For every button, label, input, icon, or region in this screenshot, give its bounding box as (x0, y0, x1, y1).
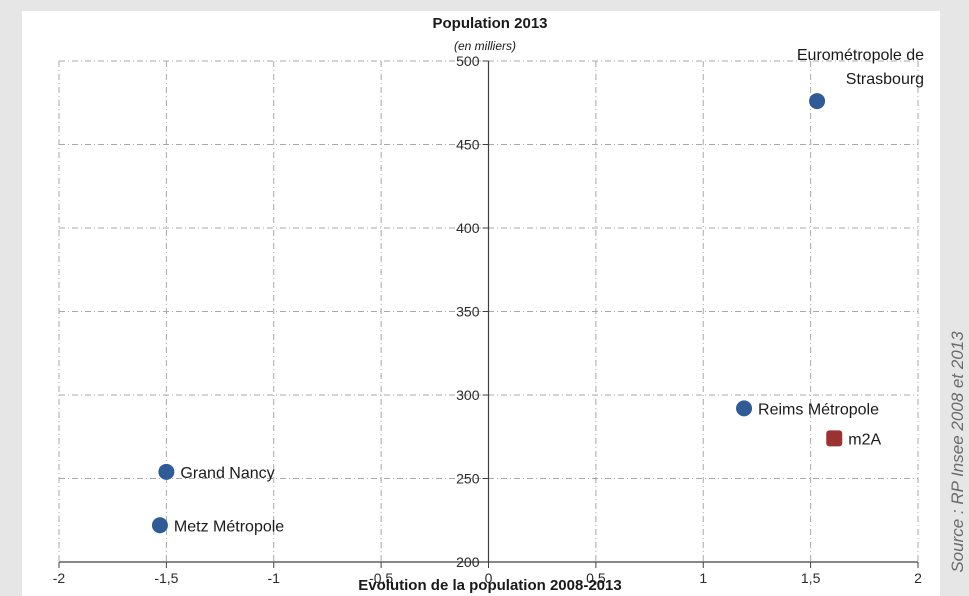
chart-panel: -2 -1,5 -1 -0,5 0 0,5 1 1,5 2 200 250 300 350 400 450 5… (22, 11, 940, 596)
point-label: Metz Métropole (174, 518, 284, 535)
point-label: m2A (848, 431, 881, 448)
source-note: Source : RP Insee 2008 et 2013 (948, 331, 967, 573)
data-point (809, 93, 826, 110)
point-label: Grand Nancy (180, 465, 274, 482)
x-tick-label: 0 (485, 570, 493, 586)
scatter-chart: -2 -1,5 -1 -0,5 0 0,5 1 1,5 2 200 250 300 350 400 450 5… (53, 15, 924, 594)
x-tick-label: 1,5 (801, 570, 821, 586)
data-point (158, 463, 175, 480)
y-tick-label: 300 (456, 387, 480, 403)
x-tick-label: -1 (268, 570, 281, 586)
y-tick-label: 500 (456, 53, 480, 69)
data-point (151, 517, 168, 534)
point-label: Reims Métropole (758, 401, 879, 418)
y-tick-label: 400 (456, 220, 480, 236)
axes (58, 60, 919, 568)
x-tick-label: -1,5 (154, 570, 178, 586)
x-axis-label: Evolution de la population 2008-2013 (358, 577, 621, 594)
x-tick-label: 0,5 (586, 570, 606, 586)
point-label: Strasbourg (846, 71, 924, 88)
y-tick-label: 350 (456, 304, 480, 320)
tick-labels: -2 -1,5 -1 -0,5 0 0,5 1 1,5 2 200 250 300 350 400 450 5… (53, 53, 922, 586)
x-tick-label: 2 (914, 570, 922, 586)
x-tick-label: -0,5 (369, 570, 393, 586)
y-tick-label: 450 (456, 137, 480, 153)
data-point (736, 400, 753, 417)
x-tick-label: -2 (53, 570, 66, 586)
y-tick-label: 250 (456, 471, 480, 487)
data-points: Eurométropole de Strasbourg Reims Métropol… (151, 47, 924, 535)
point-label: Eurométropole de (797, 47, 924, 64)
chart-title: Population 2013 (432, 15, 547, 32)
y-tick-label: 200 (456, 554, 480, 570)
data-point (826, 430, 843, 447)
chart-subtitle: (en milliers) (454, 39, 516, 53)
x-tick-label: 1 (699, 570, 707, 586)
